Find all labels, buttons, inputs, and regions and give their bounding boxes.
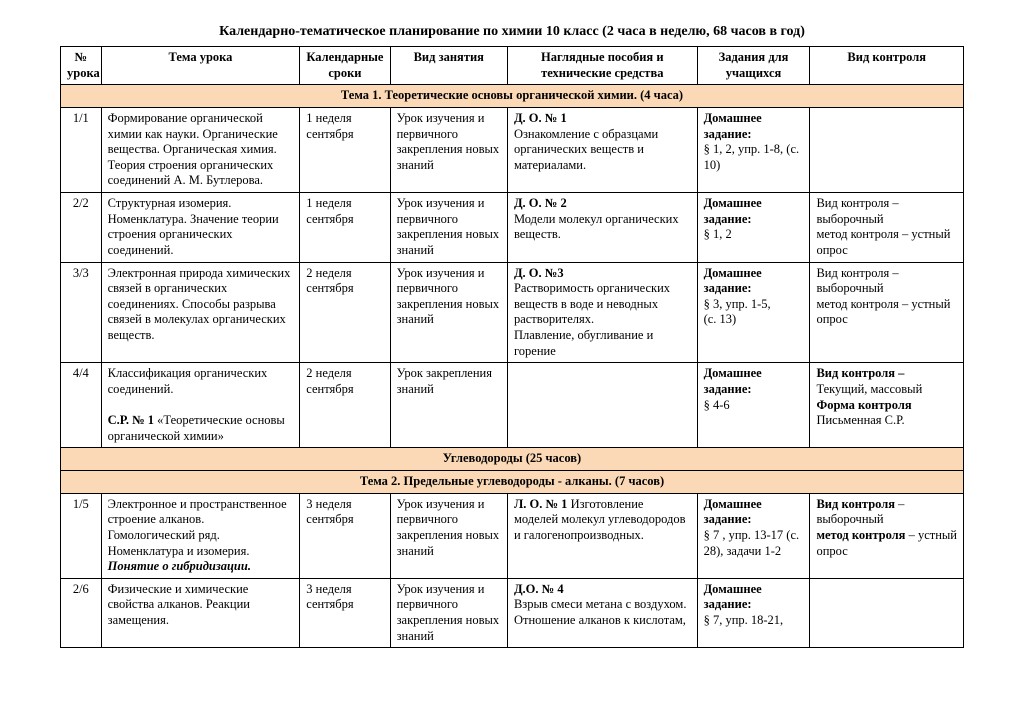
cell-ctrl: Вид контроля – выборочныйметод контроля …: [810, 262, 964, 363]
cell-type: Урок изучения и первичного закрепления н…: [390, 107, 507, 192]
cell-ctrl: [810, 107, 964, 192]
cell-type: Урок изучения и первичного закрепления н…: [390, 262, 507, 363]
cell-num: 1/1: [61, 107, 102, 192]
cell-num: 2/6: [61, 578, 102, 648]
table-row: 4/4Классификация органических соединений…: [61, 363, 964, 448]
cell-tasks: Домашнее задание:§ 1, 2, упр. 1-8, (с. 1…: [697, 107, 810, 192]
cell-num: 1/5: [61, 493, 102, 578]
cell-type: Урок изучения и первичного закрепления н…: [390, 493, 507, 578]
col-date: Календарные сроки: [300, 47, 390, 85]
col-num: № урока: [61, 47, 102, 85]
section-heading: Углеводороды (25 часов): [61, 448, 964, 471]
cell-tasks: Домашнее задание:§ 1, 2: [697, 193, 810, 263]
cell-aids: Д. О. №3Растворимость органических вещес…: [507, 262, 697, 363]
table-row: 1/5Электронное и пространственное строен…: [61, 493, 964, 578]
cell-type: Урок изучения и первичного закрепления н…: [390, 193, 507, 263]
cell-ctrl: Вид контроля – выборочныйметод контроля …: [810, 493, 964, 578]
cell-tasks: Домашнее задание:§ 7, упр. 18-21,: [697, 578, 810, 648]
cell-date: 2 неделя сентября: [300, 363, 390, 448]
cell-type: Урок изучения и первичного закрепления н…: [390, 578, 507, 648]
cell-date: 3 неделя сентября: [300, 578, 390, 648]
doc-title: Календарно-тематическое планирование по …: [60, 24, 964, 40]
table-row: 2/2Структурная изомерия. Номенклатура. З…: [61, 193, 964, 263]
cell-ctrl: Вид контроля – Текущий, массовыйФорма ко…: [810, 363, 964, 448]
col-aids: Наглядные пособия и технические средства: [507, 47, 697, 85]
section-heading: Тема 1. Теоретические основы органическо…: [61, 85, 964, 108]
cell-aids: [507, 363, 697, 448]
cell-num: 3/3: [61, 262, 102, 363]
col-tasks: Задания для учащихся: [697, 47, 810, 85]
cell-topic: Формирование органической химии как наук…: [101, 107, 300, 192]
cell-ctrl: [810, 578, 964, 648]
cell-date: 3 неделя сентября: [300, 493, 390, 578]
cell-num: 4/4: [61, 363, 102, 448]
cell-date: 2 неделя сентября: [300, 262, 390, 363]
col-ctrl: Вид контроля: [810, 47, 964, 85]
planning-table: № урока Тема урока Календарные сроки Вид…: [60, 46, 964, 648]
cell-aids: Д. О. № 1Ознакомление с образцами органи…: [507, 107, 697, 192]
header-row: № урока Тема урока Календарные сроки Вид…: [61, 47, 964, 85]
cell-topic: Электронная природа химических связей в …: [101, 262, 300, 363]
cell-date: 1 неделя сентября: [300, 193, 390, 263]
cell-date: 1 неделя сентября: [300, 107, 390, 192]
table-row: 3/3Электронная природа химических связей…: [61, 262, 964, 363]
cell-aids: Д.О. № 4Взрыв смеси метана с воздухом. О…: [507, 578, 697, 648]
table-row: 1/1Формирование органической химии как н…: [61, 107, 964, 192]
cell-aids: Л. О. № 1 Изготовление моделей молекул у…: [507, 493, 697, 578]
table-row: 2/6Физические и химические свойства алка…: [61, 578, 964, 648]
cell-topic: Классификация органических соединений.С.…: [101, 363, 300, 448]
col-type: Вид занятия: [390, 47, 507, 85]
cell-tasks: Домашнее задание:§ 3, упр. 1-5,(с. 13): [697, 262, 810, 363]
cell-topic: Структурная изомерия. Номенклатура. Знач…: [101, 193, 300, 263]
cell-aids: Д. О. № 2Модели молекул органических вещ…: [507, 193, 697, 263]
cell-tasks: Домашнее задание:§ 7 , упр. 13-17 (с. 28…: [697, 493, 810, 578]
cell-num: 2/2: [61, 193, 102, 263]
cell-ctrl: Вид контроля – выборочныйметод контроля …: [810, 193, 964, 263]
section-heading: Тема 2. Предельные углеводороды - алканы…: [61, 471, 964, 494]
col-topic: Тема урока: [101, 47, 300, 85]
cell-topic: Электронное и пространственное строение …: [101, 493, 300, 578]
cell-topic: Физические и химические свойства алканов…: [101, 578, 300, 648]
cell-tasks: Домашнее задание:§ 4-6: [697, 363, 810, 448]
cell-type: Урок закрепления знаний: [390, 363, 507, 448]
